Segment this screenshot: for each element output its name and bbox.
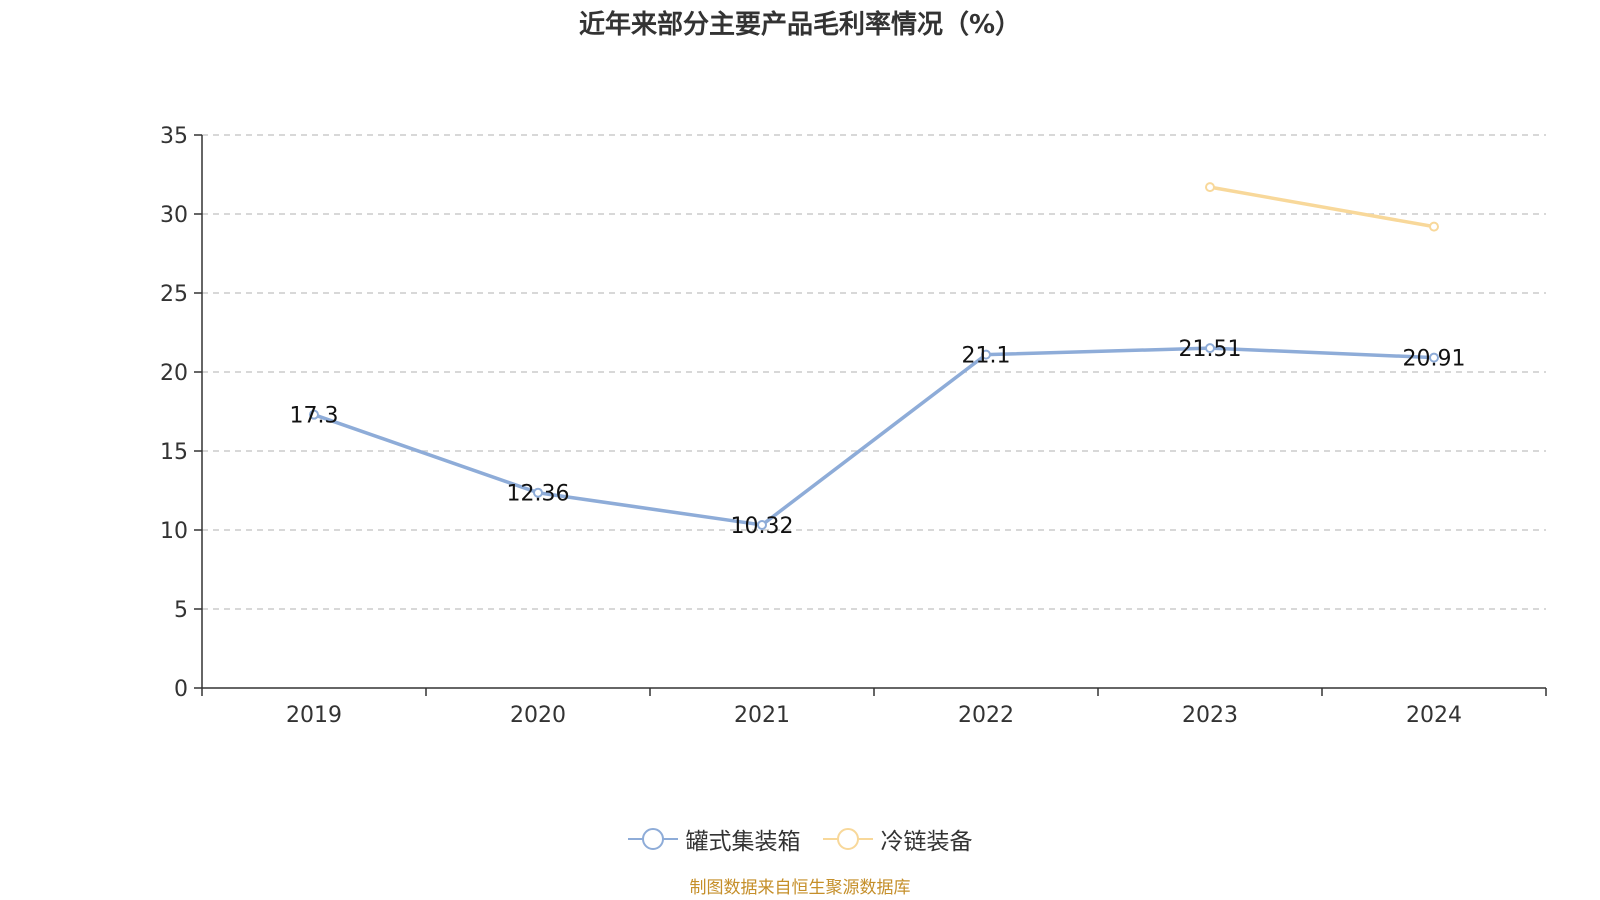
data-label: 12.36 <box>507 482 570 507</box>
y-tick-label: 30 <box>160 203 188 228</box>
legend-item-cold-chain[interactable]: 冷链装备 <box>822 822 973 856</box>
legend-label-tank-container: 罐式集装箱 <box>685 829 801 855</box>
y-tick-label: 35 <box>160 124 188 149</box>
data-point <box>1429 352 1439 363</box>
series-line-0 <box>312 346 1436 527</box>
data-point <box>981 349 991 360</box>
axes: 0 5 10 15 20 25 30 35 2019 2020 2021 2022 2023 2024 <box>160 124 1547 728</box>
source-note: 制图数据来自恒生聚源数据库 <box>689 878 911 898</box>
line-chart: 0 5 10 15 20 25 30 35 2019 2020 2021 2022 2023 2024 1… <box>160 124 1547 728</box>
data-point <box>533 487 543 498</box>
y-tick-label: 10 <box>160 519 188 544</box>
data-point <box>309 409 319 420</box>
y-tick-label: 15 <box>160 440 188 465</box>
series-lines <box>309 182 1439 530</box>
data-label: 20.91 <box>1403 347 1466 372</box>
legend-marker <box>641 828 664 850</box>
series-line-1 <box>1208 185 1436 229</box>
x-tick-label: 2019 <box>286 703 342 728</box>
x-tick-label: 2021 <box>734 703 790 728</box>
data-label: 21.1 <box>962 344 1011 369</box>
legend-symbol-cold-chain <box>822 828 873 850</box>
x-tick-label: 2023 <box>1182 703 1238 728</box>
legend-label-cold-chain: 冷链装备 <box>880 829 973 855</box>
y-tick-label: 25 <box>160 282 188 307</box>
x-tick-label: 2022 <box>958 703 1014 728</box>
y-tick-label: 0 <box>174 677 188 702</box>
x-tick-label: 2024 <box>1406 703 1462 728</box>
y-tick-label: 5 <box>174 598 188 623</box>
y-tick-label: 20 <box>160 361 188 386</box>
grid-lines <box>202 134 1546 610</box>
data-point <box>1205 343 1215 354</box>
legend: 罐式集装箱 冷链装备 <box>0 822 1600 856</box>
legend-item-tank-container[interactable]: 罐式集装箱 <box>627 822 801 856</box>
data-point <box>1205 182 1215 193</box>
data-label: 17.3 <box>290 404 339 429</box>
data-label: 10.32 <box>731 514 794 539</box>
legend-marker <box>836 828 859 850</box>
legend-symbol-tank-container <box>627 828 678 850</box>
data-point <box>757 519 767 530</box>
chart-title: 近年来部分主要产品毛利率情况（%） <box>578 10 1022 40</box>
x-tick-label: 2020 <box>510 703 566 728</box>
data-point <box>1429 221 1439 232</box>
data-label: 21.51 <box>1179 337 1242 362</box>
data-labels: 17.3 12.36 10.32 21.1 21.51 20.91 <box>290 337 1466 539</box>
